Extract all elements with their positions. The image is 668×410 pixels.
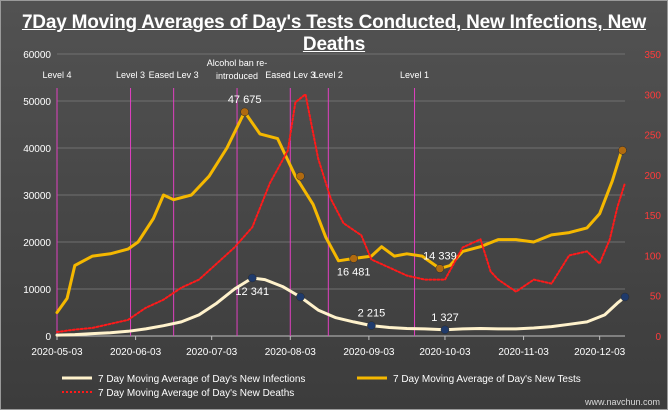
- y-right-tick-label: 250: [644, 131, 661, 142]
- legend-label: 7 Day Moving Average of Day's New Deaths: [98, 388, 294, 399]
- x-tick-label: 2020-11-03: [498, 347, 549, 358]
- gridlines: [57, 53, 625, 337]
- credit-text: www.navchun.com: [584, 397, 660, 407]
- x-tick-label: 2020-10-03: [419, 347, 471, 358]
- data-point-marker: [296, 292, 305, 302]
- event-label: Level 1: [400, 70, 429, 80]
- x-tick-label: 2020-09-03: [343, 347, 395, 358]
- event-label: Eased Lev 3: [149, 70, 199, 80]
- data-label: 14 339: [423, 251, 457, 263]
- y-left-tick-label: 40000: [23, 144, 51, 155]
- legend: 7 Day Moving Average of Day's New Infect…: [62, 374, 581, 399]
- x-tick-label: 2020-08-03: [265, 347, 317, 358]
- y-left-tick-label: 20000: [23, 238, 51, 249]
- y-right-tick-label: 350: [644, 50, 661, 61]
- y-left-tick-label: 60000: [23, 50, 51, 61]
- x-tick-label: 2020-05-03: [31, 347, 83, 358]
- data-label: 1 327: [431, 312, 459, 324]
- event-label: Level 4: [42, 70, 71, 80]
- y-right-tick-label: 50: [650, 292, 662, 303]
- data-point-marker: [349, 254, 358, 263]
- y-right-tick-label: 0: [655, 332, 661, 343]
- event-markers: Level 4 Level 3 Eased Lev 3 Alcohol ban re-…: [42, 58, 429, 336]
- x-tick-label: 2020-07-03: [186, 347, 238, 358]
- axes: 0 10000 20000 30000 40000 50000 60000 0 50 100 150…: [23, 50, 661, 358]
- data-label: 12 341: [235, 286, 269, 298]
- data-markers: 47 675 16 481 14 339 12 341 2 215 1 327: [228, 94, 630, 335]
- chart-title: 7Day Moving Averages of Day's Tests Cond…: [21, 12, 647, 55]
- event-label: Alcohol ban re-: [207, 58, 268, 68]
- data-point-marker: [435, 264, 445, 273]
- event-label: introduced: [216, 71, 258, 81]
- data-point-marker: [240, 107, 249, 117]
- series-line-tests: [55, 110, 627, 314]
- data-label: 16 481: [337, 267, 371, 279]
- data-point-marker: [618, 146, 627, 155]
- x-tick-label: 2020-06-03: [110, 347, 162, 358]
- y-left-tick-label: 30000: [23, 191, 51, 202]
- x-tick-label: 2020-12-03: [574, 347, 626, 358]
- y-right-tick-label: 300: [644, 90, 661, 101]
- y-left-tick-label: 10000: [23, 285, 51, 296]
- event-label: Eased Lev 3: [265, 70, 315, 80]
- y-left-tick-label: 50000: [23, 97, 51, 108]
- event-label: Level 2: [314, 70, 343, 80]
- event-label: Level 3: [116, 70, 145, 80]
- data-point-marker: [367, 321, 376, 330]
- y-left-tick-label: 0: [45, 332, 51, 343]
- series-lines: [55, 93, 627, 337]
- y-right-tick-label: 200: [644, 171, 661, 182]
- data-point-marker: [248, 273, 257, 283]
- series-line-deaths: [56, 93, 626, 333]
- legend-label: 7 Day Moving Average of Day's New Tests: [393, 374, 581, 385]
- data-label: 47 675: [228, 94, 262, 106]
- legend-label: 7 Day Moving Average of Day's New Infect…: [98, 374, 305, 385]
- data-point-marker: [440, 325, 450, 335]
- data-label: 2 215: [358, 308, 386, 320]
- data-point-marker: [296, 171, 305, 181]
- series-line-infections: [55, 276, 627, 337]
- y-right-tick-label: 100: [644, 251, 661, 262]
- y-right-tick-label: 150: [644, 211, 661, 222]
- data-point-marker: [620, 292, 630, 302]
